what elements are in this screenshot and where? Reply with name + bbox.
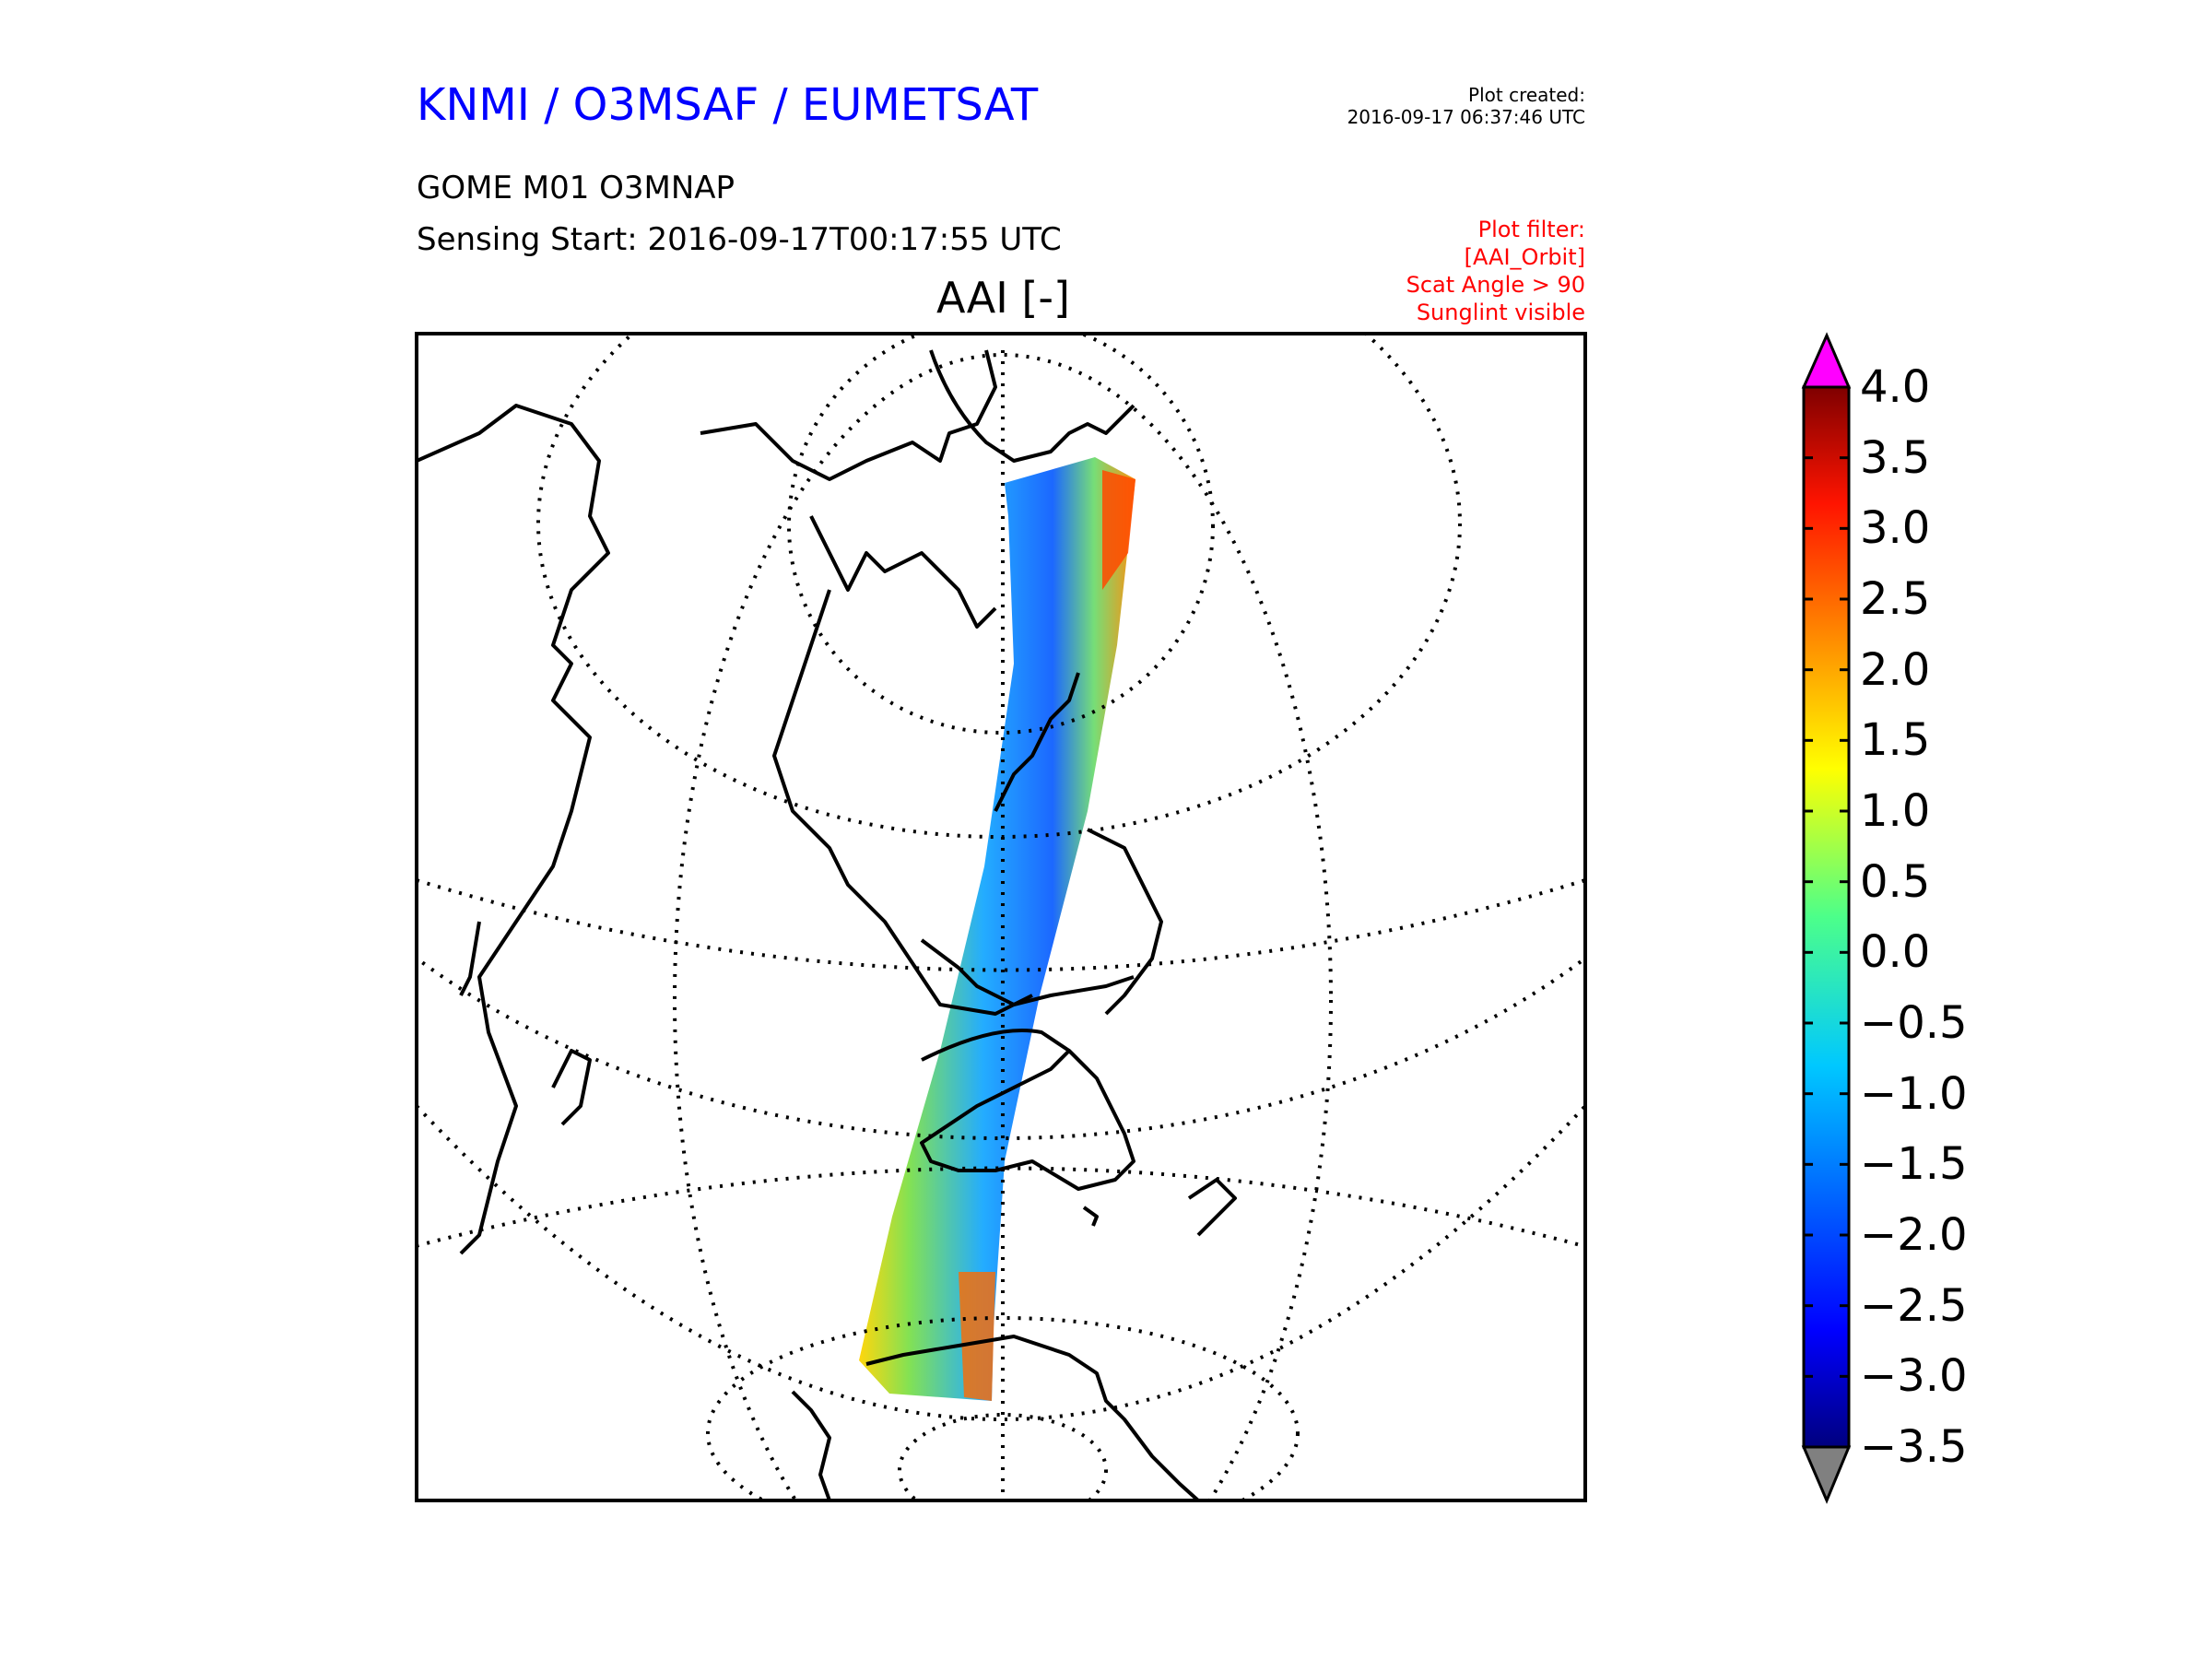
plot-title: AAI [-] [936,273,1070,323]
colorbar-tick-label: 1.0 [1860,785,1931,837]
colorbar-tick-label: −3.0 [1860,1350,1968,1403]
map-frame [415,332,1587,1502]
colorbar-tick-label: −2.5 [1860,1279,1968,1332]
colorbar-tick-label: 0.5 [1860,855,1931,908]
aai-swath-high-tail [959,1272,995,1401]
colorbar-tick-label: −2.0 [1860,1209,1968,1261]
org-title: KNMI / O3MSAF / EUMETSAT [417,79,1039,131]
colorbar-tick-label: 4.0 [1860,361,1931,413]
colorbar-tick-label: 3.0 [1860,502,1931,555]
map-area [417,334,1585,1500]
plot-filter: Plot filter: [AAI_Orbit] Scat Angle > 90… [1406,216,1585,326]
plot-created-info: Plot created: 2016-09-17 06:37:46 UTC [1347,84,1585,128]
plot-created-time: 2016-09-17 06:37:46 UTC [1347,106,1585,128]
colorbar-over-extension [1801,332,1852,389]
sensing-start: Sensing Start: 2016-09-17T00:17:55 UTC [417,221,1062,258]
aai-swath [859,457,1135,1401]
colorbar-gradient [1802,385,1851,1449]
plot-filter-line: [AAI_Orbit] [1464,244,1585,270]
colorbar-tick-label: 0.0 [1860,926,1931,979]
coastlines [417,349,1237,1500]
colorbar-tick-label: 2.0 [1860,643,1931,696]
colorbar-tick-label: 3.5 [1860,431,1931,484]
product-name: GOME M01 O3MNAP [417,170,735,206]
plot-filter-line: Sunglint visible [1416,300,1585,325]
colorbar-tick-label: 2.5 [1860,573,1931,625]
colorbar-under-extension [1801,1445,1852,1504]
colorbar-tick-label: 1.5 [1860,714,1931,767]
graticule [417,334,1585,1500]
colorbar-tick-label: −3.5 [1860,1421,1968,1473]
aai-swath-high-edge [1102,470,1135,590]
plot-filter-title: Plot filter: [1477,217,1585,242]
colorbar [1801,332,1852,1504]
colorbar-tick-label: −1.0 [1860,1067,1968,1120]
plot-created-label: Plot created: [1468,84,1585,106]
plot-filter-line: Scat Angle > 90 [1406,272,1585,298]
colorbar-tick-label: −1.5 [1860,1138,1968,1191]
colorbar-tick-label: −0.5 [1860,997,1968,1049]
